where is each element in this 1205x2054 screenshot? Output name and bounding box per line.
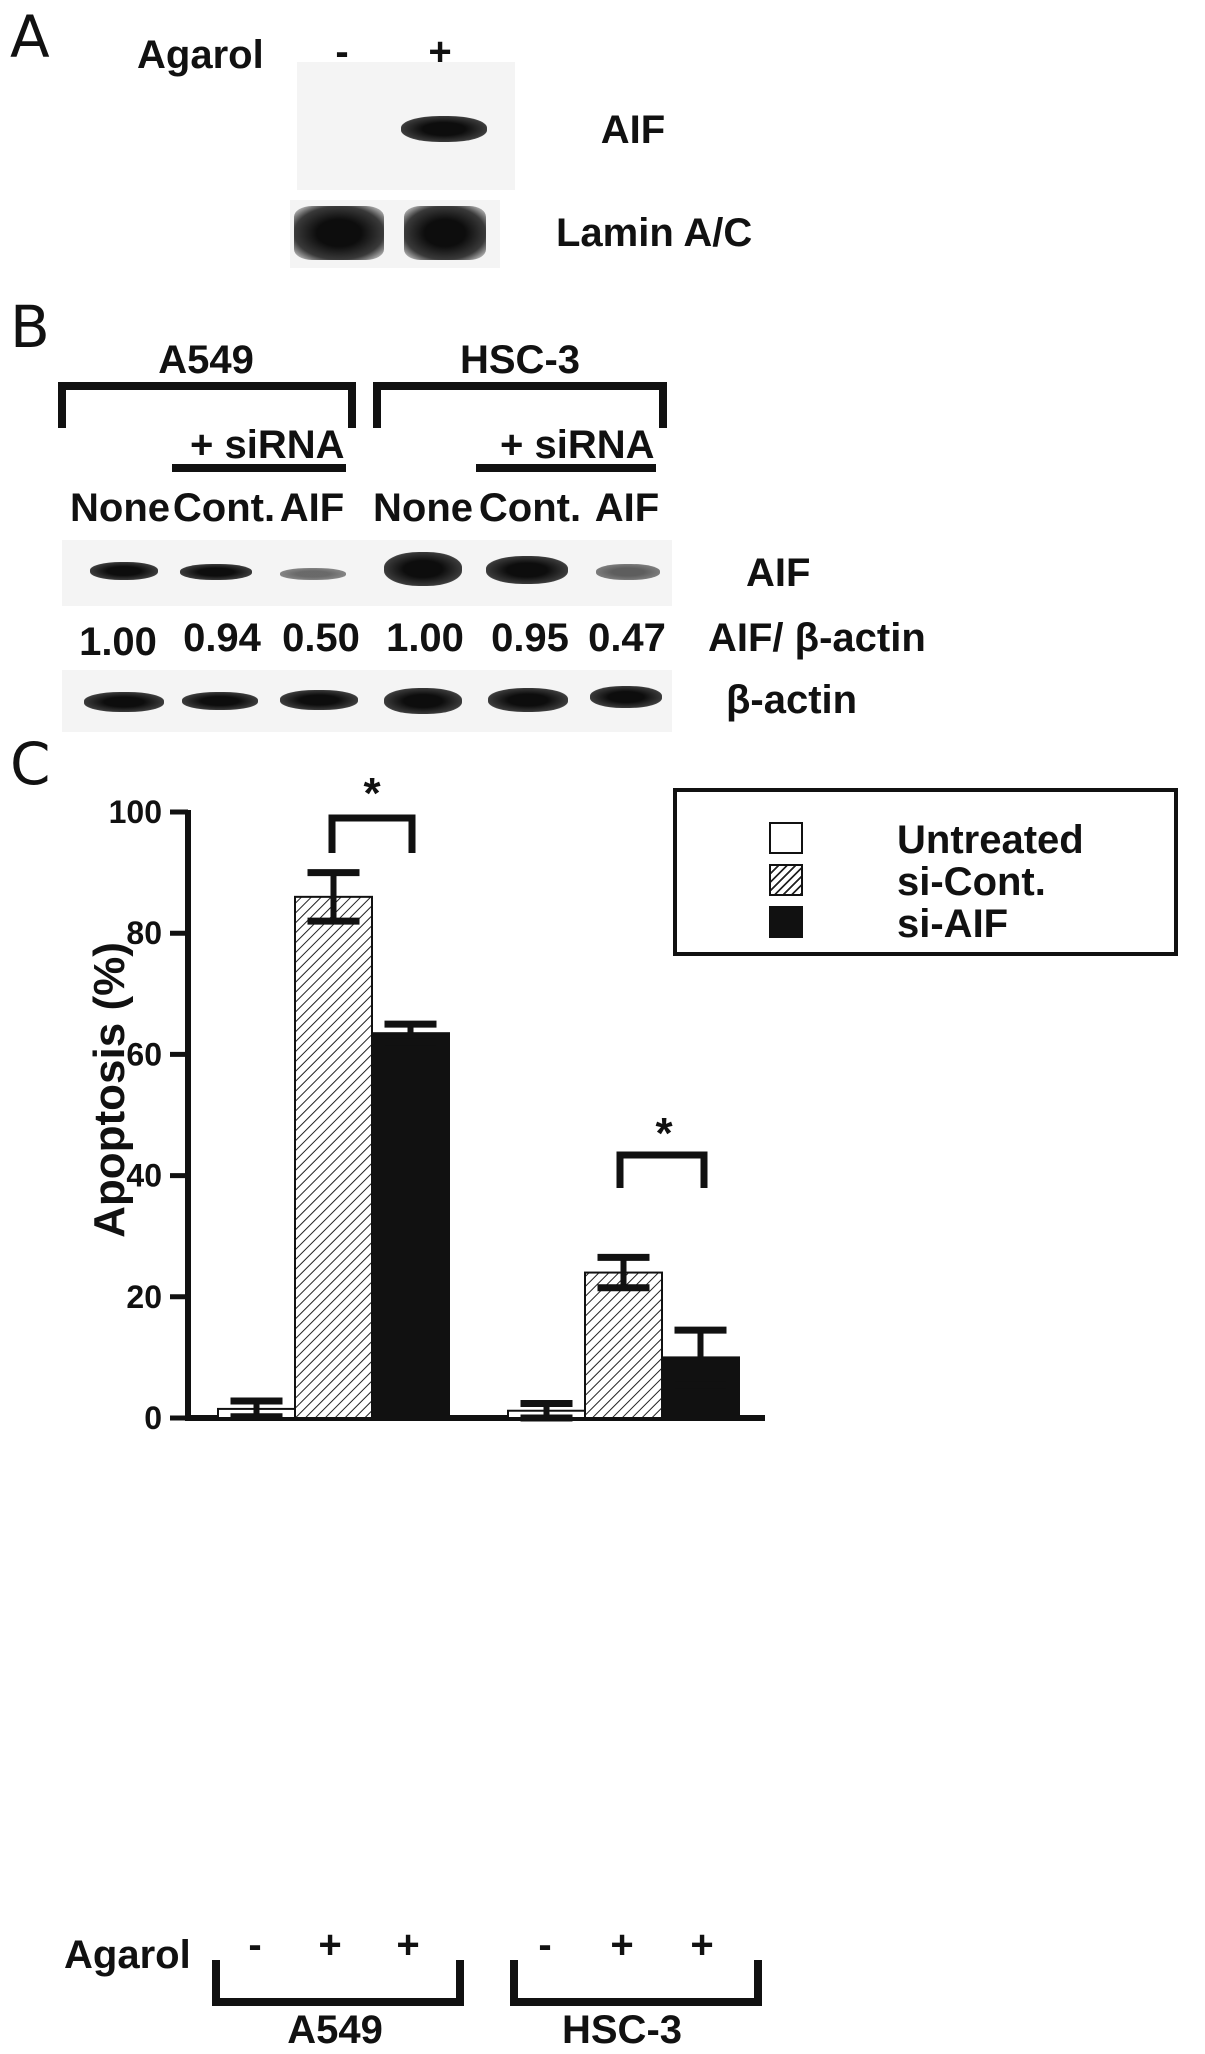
actin-band-3 [280, 690, 358, 710]
bar-sicont-a549 [294, 895, 373, 1419]
bar-siaif-a549 [371, 1032, 450, 1419]
group-name-hsc3: HSC-3 [459, 338, 581, 382]
lane-none-a549: None [70, 486, 170, 530]
actin-band-6 [590, 686, 662, 708]
legend-label-untreated: Untreated [897, 818, 1084, 862]
legend-swatch-siaif [769, 906, 803, 938]
actin-band-4 [384, 688, 462, 714]
sign-hsc3-sicont: + [610, 1923, 634, 1967]
aif-label-a: AIF [600, 108, 666, 152]
legend-box: Untreated si-Cont. si-AIF [673, 788, 1178, 956]
actin-band-2 [182, 692, 258, 710]
sign-a549-sicont: + [318, 1923, 342, 1967]
aif-band-b-6 [596, 564, 660, 580]
significance-star-1: * [363, 769, 381, 818]
y-tick-label-40: 40 [126, 1158, 162, 1194]
y-tick-label-0: 0 [144, 1400, 162, 1436]
panel-c-letter: C [10, 730, 51, 798]
panel-b-letter: B [10, 293, 50, 361]
significance-bracket-1 [328, 814, 416, 853]
legend-label-siaif: si-AIF [897, 902, 1009, 946]
sirna-underline-hsc3 [476, 464, 656, 472]
sign-hsc3-siaif: + [690, 1923, 714, 1967]
sign-hsc3-untreated: - [538, 1923, 552, 1967]
ratio-a549-cont: 0.94 [183, 616, 261, 660]
y-tick-label-100: 100 [109, 794, 162, 830]
legend-swatch-untreated [769, 822, 803, 854]
lane-cont-a549: Cont. [172, 486, 276, 530]
aif-blot-strip-b [62, 540, 672, 606]
aif-band [401, 116, 487, 142]
group-label-hsc3: HSC-3 [561, 2008, 683, 2052]
agarol-label: Agarol [137, 33, 264, 77]
group-bracket-hsc3 [510, 1960, 762, 2006]
sign-a549-untreated: - [248, 1923, 262, 1967]
significance-bracket-2 [616, 1151, 708, 1188]
actin-band-1 [84, 692, 164, 712]
y-tick-label-80: 80 [126, 915, 162, 951]
actin-label: β-actin [726, 678, 858, 722]
y-tick-label-20: 20 [126, 1279, 162, 1315]
panel-a-letter: A [10, 3, 50, 71]
lamin-blot-strip [290, 200, 500, 268]
legend-swatch-sicont [769, 864, 803, 896]
group-label-a549: A549 [287, 2008, 383, 2052]
aif-label-b: AIF [746, 551, 811, 595]
bar-sicont-hsc3 [584, 1271, 663, 1420]
aif-band-b-3 [280, 568, 346, 580]
ratio-a549-aif: 0.50 [282, 616, 360, 660]
lane-aif-hsc3: AIF [594, 486, 660, 530]
group-bracket-a549 [212, 1960, 464, 2006]
sirna-label-a549: + siRNA [190, 423, 345, 467]
aif-band-b-2 [180, 564, 252, 580]
aif-band-b-5 [486, 556, 568, 584]
sirna-label-hsc3: + siRNA [500, 423, 655, 467]
significance-star-2: * [655, 1109, 673, 1158]
aif-band-b-1 [90, 562, 158, 580]
ratio-hsc3-cont: 0.95 [491, 616, 569, 660]
lamin-label: Lamin A/C [556, 211, 753, 255]
aif-band-b-4 [384, 552, 462, 586]
bracket-hsc3 [373, 382, 667, 428]
agarol-label-c: Agarol [64, 1933, 191, 1977]
ratio-hsc3-none: 1.00 [386, 616, 464, 660]
actin-band-5 [488, 688, 568, 712]
ratio-hsc3-aif: 0.47 [588, 616, 666, 660]
y-tick-label-60: 60 [126, 1036, 162, 1072]
ratio-a549-none: 1.00 [79, 620, 157, 664]
legend-label-sicont: si-Cont. [897, 860, 1046, 904]
ratio-label: AIF/ β-actin [708, 616, 926, 660]
sirna-underline-a549 [172, 464, 346, 472]
actin-blot-strip [62, 670, 672, 732]
lane-cont-hsc3: Cont. [478, 486, 582, 530]
sign-a549-siaif: + [396, 1923, 420, 1967]
lamin-band-2 [404, 206, 486, 260]
lamin-band-1 [294, 206, 384, 260]
lane-none-hsc3: None [373, 486, 473, 530]
y-axis-label: Apoptosis (%) [85, 942, 134, 1238]
lane-aif-a549: AIF [279, 486, 345, 530]
aif-blot-strip [297, 62, 515, 190]
bracket-a549 [58, 382, 356, 428]
group-name-a549: A549 [158, 338, 254, 382]
